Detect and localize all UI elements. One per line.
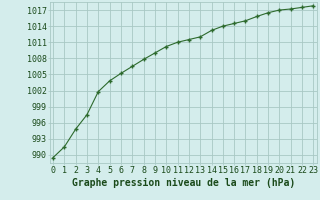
X-axis label: Graphe pression niveau de la mer (hPa): Graphe pression niveau de la mer (hPa) xyxy=(72,178,295,188)
